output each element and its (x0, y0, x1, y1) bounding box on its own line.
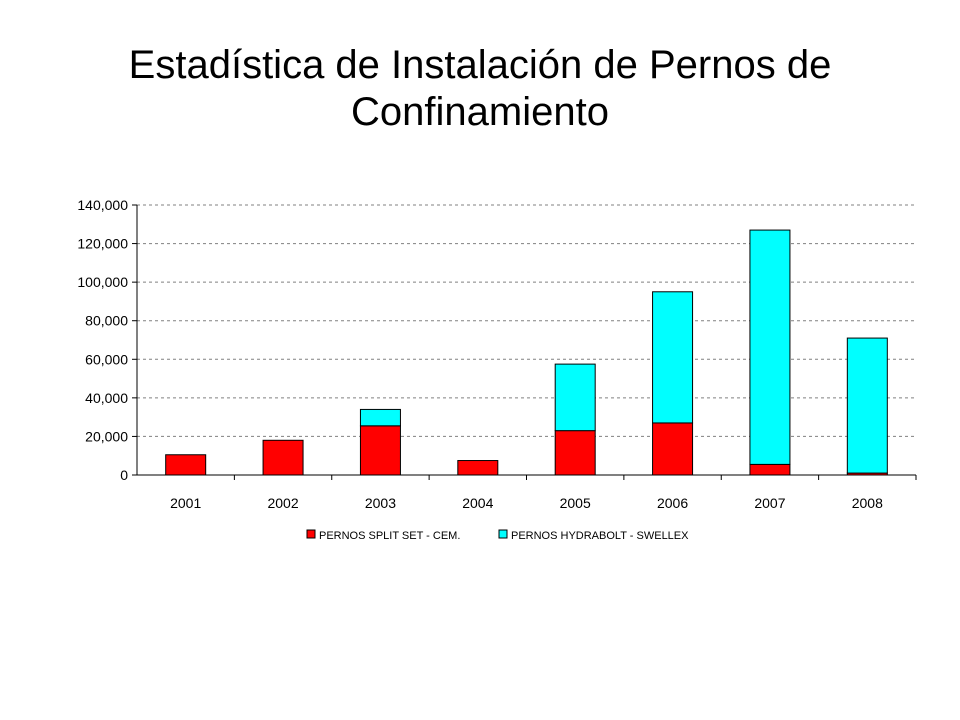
y-tick-label: 80,000 (85, 313, 128, 329)
y-tick-label: 100,000 (77, 274, 128, 290)
bars (165, 229, 888, 476)
y-tick-label: 60,000 (85, 351, 128, 367)
bar-split-set-2007 (749, 463, 791, 476)
chart-title: Estadística de Instalación de Pernos de … (128, 43, 832, 134)
bar-split-set-2001 (165, 454, 207, 476)
x-tick-label: 2002 (267, 495, 298, 511)
x-tick-label: 2005 (560, 495, 591, 511)
bar-split-set-2004 (457, 460, 499, 476)
bar-split-set-2002 (262, 439, 304, 476)
bar-hydrabolt-2006 (652, 291, 694, 424)
y-tick-label: 20,000 (85, 428, 128, 444)
bar-split-set-2003 (359, 425, 401, 476)
bar-hydrabolt-2005 (554, 363, 596, 432)
bar-split-set-2006 (652, 422, 694, 476)
x-tick-label: 2008 (852, 495, 883, 511)
legend-label-hydrabolt: PERNOS HYDRABOLT - SWELLEX (511, 530, 689, 542)
bar-hydrabolt-2008 (846, 337, 888, 474)
x-tick-label: 2003 (365, 495, 396, 511)
legend: PERNOS SPLIT SET - CEM. PERNOS HYDRABOLT … (306, 529, 689, 542)
y-tick-label: 120,000 (77, 236, 128, 252)
x-tick-label: 2006 (657, 495, 688, 511)
bar-hydrabolt-2007 (749, 229, 791, 465)
legend-swatch-hydrabolt (498, 529, 508, 539)
legend-swatch-split-set (306, 529, 316, 539)
bar-hydrabolt-2003 (359, 408, 401, 427)
gridlines (137, 204, 916, 437)
x-tick-label: 2007 (754, 495, 785, 511)
y-tick-label: 40,000 (85, 390, 128, 406)
axes: 0 20,000 40,000 60,000 80,000 100,000 120,000 1… (77, 197, 917, 511)
x-tick-label: 2004 (462, 495, 493, 511)
x-tick-label: 2001 (170, 495, 201, 511)
legend-label-split-set: PERNOS SPLIT SET - CEM. (319, 530, 460, 542)
y-tick-label: 140,000 (77, 197, 128, 213)
y-tick-label: 0 (120, 467, 128, 483)
bar-split-set-2005 (554, 430, 596, 476)
